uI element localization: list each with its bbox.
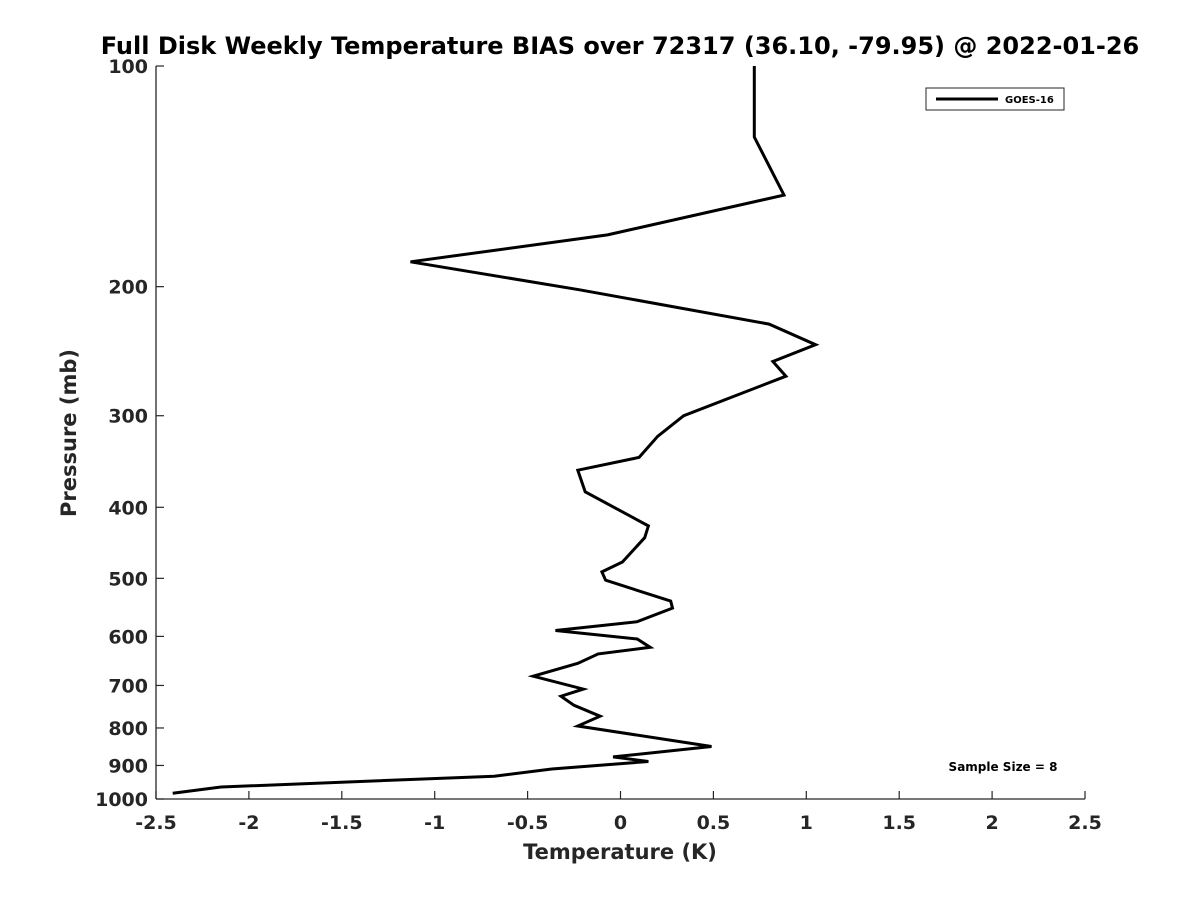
x-tick-label: -0.5: [507, 812, 549, 834]
y-tick-label: 700: [108, 675, 148, 697]
y-tick-label: 400: [108, 497, 148, 519]
legend: GOES-16: [925, 87, 1065, 111]
y-tick-label: 1000: [95, 789, 148, 811]
y-axis-ticks: 100 200 300 400 500 600 700 800 900 1000: [95, 56, 164, 811]
y-axis-label: Pressure (mb): [57, 349, 81, 517]
x-tick-label: 0: [614, 812, 627, 834]
x-tick-label: 0.5: [697, 812, 731, 834]
sample-size-annotation: Sample Size = 8: [949, 760, 1058, 774]
y-tick-label: 800: [108, 718, 148, 740]
x-axis-ticks: -2.5 -2 -1.5 -1 -0.5 0 0.5 1 1.5 2 2.5: [135, 791, 1102, 834]
x-tick-label: 1.5: [882, 812, 916, 834]
y-tick-label: 200: [108, 277, 148, 299]
x-tick-label: -1: [424, 812, 445, 834]
legend-label: GOES-16: [1005, 95, 1054, 106]
y-tick-label: 300: [108, 406, 148, 428]
x-tick-label: 2: [985, 812, 998, 834]
x-axis-label: Temperature (K): [523, 840, 717, 864]
series-points: [172, 65, 816, 794]
x-tick-label: -2.5: [135, 812, 177, 834]
x-tick-label: -1.5: [321, 812, 363, 834]
x-tick-label: 2.5: [1068, 812, 1102, 834]
y-tick-label: 100: [108, 56, 148, 78]
y-tick-label: 500: [108, 568, 148, 590]
y-tick-label: 600: [108, 626, 148, 648]
x-tick-label: -2: [238, 812, 259, 834]
y-tick-label: 900: [108, 755, 148, 777]
x-tick-label: 1: [800, 812, 813, 834]
chart-title: Full Disk Weekly Temperature BIAS over 7…: [101, 32, 1140, 60]
